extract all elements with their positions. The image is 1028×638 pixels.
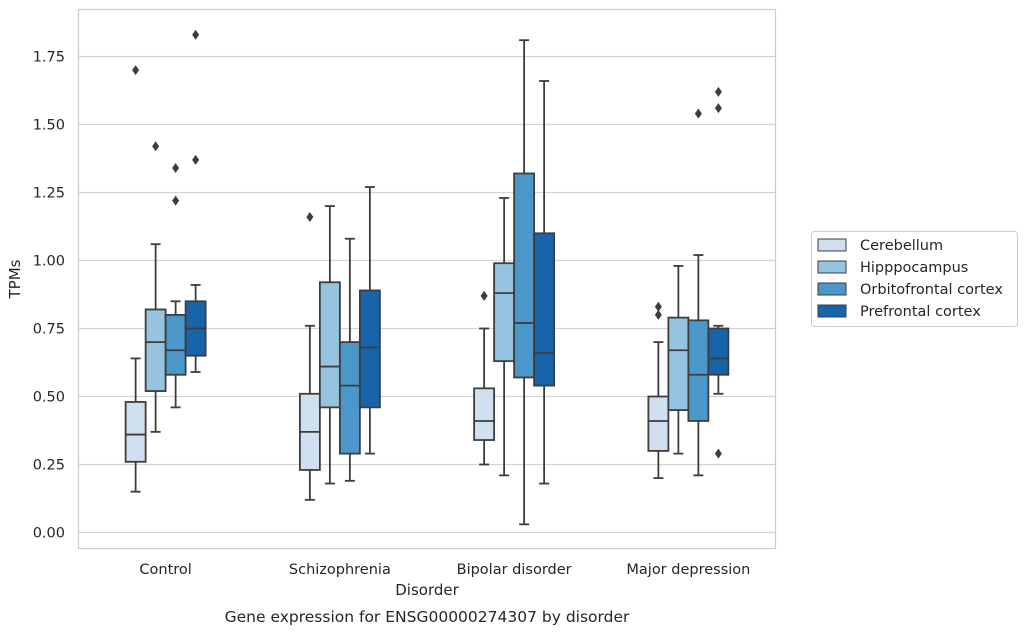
legend-swatch — [817, 282, 847, 296]
y-tick-label: 1.25 — [33, 186, 65, 202]
box-prefrontal-cortex — [358, 186, 381, 455]
box-body — [647, 395, 670, 452]
box-cerebellum — [298, 211, 321, 501]
y-tick-label: 0.50 — [33, 390, 65, 406]
outlier-point — [480, 290, 488, 301]
outlier-point — [306, 211, 314, 222]
y-tick-label: 0.75 — [33, 322, 65, 338]
box-body — [124, 401, 147, 463]
x-tick-label: Schizophrenia — [289, 562, 391, 578]
box-orbitofrontal-cortex — [164, 163, 187, 409]
box-prefrontal-cortex — [533, 80, 556, 485]
plot-frame — [77, 8, 777, 550]
x-tick-label: Control — [139, 562, 191, 578]
outlier-point — [172, 163, 180, 174]
outlier-point — [192, 29, 200, 40]
box-cerebellum — [647, 301, 670, 480]
box-body — [144, 308, 167, 392]
outlier-point — [172, 195, 180, 206]
outlier-point — [192, 154, 200, 165]
chart-title: Gene expression for ENSG00000274307 by d… — [225, 608, 630, 626]
legend-label: Cerebellum — [860, 238, 943, 254]
box-hipppocampus — [667, 265, 690, 455]
box-body — [338, 341, 361, 455]
box-orbitofrontal-cortex — [513, 39, 536, 526]
outlier-point — [694, 108, 702, 119]
box-orbitofrontal-cortex — [687, 108, 710, 477]
legend-frame — [811, 231, 1018, 327]
x-axis-label: Disorder — [395, 581, 459, 599]
box-hipppocampus — [318, 205, 341, 485]
outlier-point — [714, 448, 722, 459]
x-tick-label: Bipolar disorder — [457, 562, 572, 578]
gridlines — [78, 55, 776, 534]
box-body — [358, 289, 381, 409]
y-tick-label: 0.25 — [33, 458, 65, 474]
outlier-point — [654, 301, 662, 312]
outlier-point — [654, 309, 662, 320]
legend: Cerebellum Hipppocampus Orbitofrontal cort… — [811, 231, 1018, 327]
box-body — [707, 327, 730, 376]
legend-swatch — [817, 238, 847, 252]
x-tick-labels: Control Schizophrenia Bipolar disorder Majo… — [139, 562, 750, 578]
box-body — [687, 319, 710, 422]
box-body — [164, 313, 187, 376]
y-tick-label: 1.75 — [33, 50, 65, 66]
box-prefrontal-cortex — [184, 29, 207, 373]
box-prefrontal-cortex — [707, 86, 730, 459]
box-hipppocampus — [493, 197, 516, 477]
box-cerebellum — [124, 65, 147, 493]
legend-label: Prefrontal cortex — [860, 304, 981, 320]
box-cerebellum — [473, 290, 496, 466]
box-body — [533, 232, 556, 387]
box-body — [513, 172, 536, 379]
box-body — [318, 281, 341, 409]
y-tick-label: 1.00 — [33, 254, 65, 270]
legend-swatch — [817, 304, 847, 318]
legend-label: Orbitofrontal cortex — [860, 282, 1003, 298]
outlier-point — [714, 103, 722, 114]
box-hipppocampus — [144, 141, 167, 433]
boxes — [124, 29, 730, 526]
y-axis-label: TPMs — [6, 259, 24, 299]
legend-swatch — [817, 260, 847, 274]
outlier-point — [714, 86, 722, 97]
y-tick-label: 1.50 — [33, 118, 65, 134]
outlier-point — [132, 65, 140, 76]
box-orbitofrontal-cortex — [338, 237, 361, 482]
box-body — [667, 316, 690, 411]
y-tick-label: 0.00 — [33, 526, 65, 542]
legend-label: Hipppocampus — [860, 260, 968, 276]
y-tick-labels: 0.00 0.25 0.50 0.75 1.00 1.25 1.50 1.75 — [33, 50, 65, 542]
outlier-point — [152, 141, 160, 152]
box-body — [493, 262, 516, 363]
x-tick-label: Major depression — [626, 562, 750, 578]
box-body — [473, 387, 496, 441]
